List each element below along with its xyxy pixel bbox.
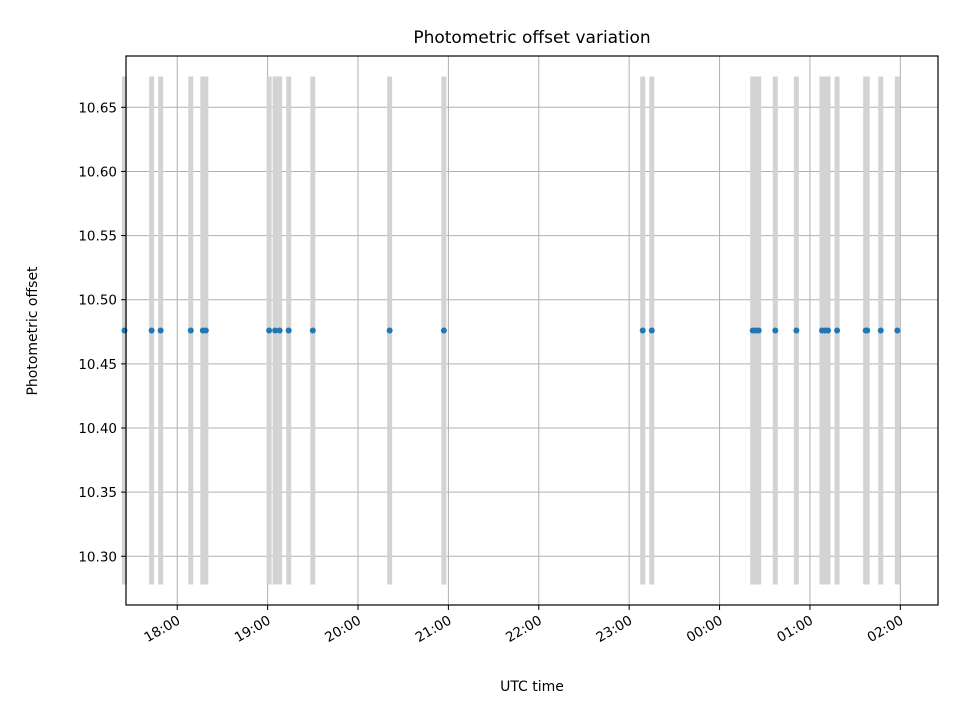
y-tick-label: 10.45 xyxy=(78,357,117,373)
y-tick-label: 10.40 xyxy=(78,421,117,437)
chart-title: Photometric offset variation xyxy=(413,28,650,48)
data-point xyxy=(440,327,447,334)
y-axis-label: Photometric offset xyxy=(25,266,41,396)
data-point xyxy=(187,327,194,334)
data-point xyxy=(648,327,655,334)
data-point xyxy=(825,327,832,334)
data-point xyxy=(266,327,273,334)
plot-frame xyxy=(125,55,939,606)
data-point xyxy=(755,327,762,334)
data-point xyxy=(834,327,841,334)
data-point xyxy=(772,327,779,334)
y-axis-ticks: 10.30 10.35 10.40 10.45 10.50 10.55 10.60 10.65 xyxy=(78,100,126,565)
data-point xyxy=(309,327,316,334)
y-tick-label: 10.50 xyxy=(78,293,117,309)
data-point xyxy=(148,327,155,334)
data-point xyxy=(157,327,164,334)
data-point xyxy=(864,327,871,334)
data-point xyxy=(276,327,283,334)
data-point xyxy=(272,327,279,334)
y-tick-label: 10.30 xyxy=(78,549,117,565)
data-points xyxy=(121,327,901,334)
y-tick-label: 10.65 xyxy=(78,100,117,116)
grid xyxy=(126,56,938,605)
y-tick-label: 10.60 xyxy=(78,164,117,180)
data-point xyxy=(793,327,800,334)
y-tick-label: 10.35 xyxy=(78,485,117,501)
x-axis-label: UTC time xyxy=(500,679,564,695)
data-point xyxy=(202,327,209,334)
data-point xyxy=(894,327,901,334)
data-point xyxy=(877,327,884,334)
data-point xyxy=(285,327,292,334)
data-point xyxy=(386,327,393,334)
data-point xyxy=(639,327,646,334)
y-tick-label: 10.55 xyxy=(78,229,117,245)
